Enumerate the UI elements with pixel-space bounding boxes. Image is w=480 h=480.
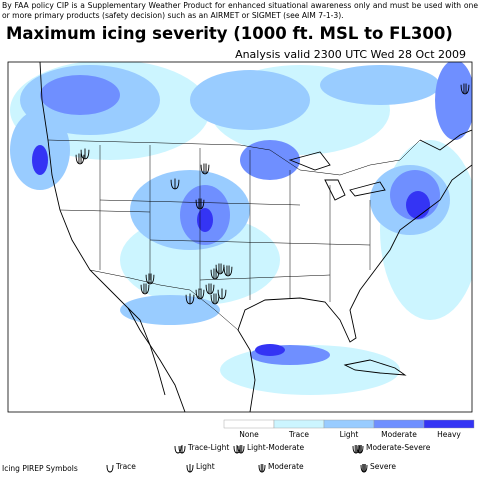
pirep-symbol xyxy=(174,445,182,454)
legend-label: Heavy xyxy=(437,430,461,439)
map-frame xyxy=(7,61,473,413)
map xyxy=(10,62,472,412)
pirep-symbol xyxy=(233,445,241,454)
border xyxy=(47,139,421,176)
legend-swatch xyxy=(273,419,325,429)
great-lakes xyxy=(288,151,386,201)
pirep-symbol xyxy=(185,293,195,305)
pirep-glyph xyxy=(200,164,210,175)
pirep-glyph xyxy=(215,264,225,275)
coastline xyxy=(419,129,472,151)
icing-area xyxy=(435,62,472,140)
pirep-glyph xyxy=(210,269,220,280)
coastline xyxy=(237,164,472,412)
map-title: Maximum icing severity (1000 ft. MSL to … xyxy=(6,24,453,43)
disclaimer: By FAA policy CIP is a Supplementary Wea… xyxy=(2,1,478,20)
legend-label: None xyxy=(239,430,259,439)
pirep-legend-title: Icing PIREP Symbols xyxy=(2,464,78,473)
icing-area xyxy=(120,295,220,325)
pirep-glyph xyxy=(205,284,215,295)
pirep-symbol xyxy=(178,445,186,454)
pirep-glyph xyxy=(223,266,233,277)
pirep-symbol xyxy=(205,283,215,295)
pirep-glyph xyxy=(195,289,205,300)
pirep-glyph xyxy=(174,445,182,454)
icing-area xyxy=(32,145,48,175)
pirep-symbol xyxy=(223,265,233,277)
pirep-glyph xyxy=(140,284,150,295)
legend-label: Moderate xyxy=(381,430,417,439)
pirep-legend-label: Severe xyxy=(370,462,396,471)
pirep-symbol xyxy=(106,464,114,473)
icing-areas xyxy=(10,62,472,395)
pirep-legend-label: Trace xyxy=(115,462,136,471)
legend-label: Trace xyxy=(288,430,309,439)
icing-area xyxy=(190,70,310,130)
icing-area xyxy=(240,140,300,180)
pirep-symbol xyxy=(215,263,225,275)
coastline xyxy=(343,359,407,376)
pirep-legend-label: Light-Moderate xyxy=(247,443,304,452)
pirep-symbol xyxy=(195,198,205,210)
pirep-legend-label: Light xyxy=(196,462,215,471)
pirep-symbol xyxy=(360,464,368,473)
pirep-symbol xyxy=(460,83,470,95)
pirep-glyph xyxy=(75,154,85,165)
legend: None Trace Light Moderate Heavy xyxy=(223,419,475,439)
pirep-glyph xyxy=(106,464,114,473)
pirep-symbol xyxy=(356,445,364,454)
pirep-symbol xyxy=(75,153,85,165)
pirep-glyph xyxy=(237,445,245,454)
pirep-symbol xyxy=(145,273,155,285)
pirep-symbol xyxy=(210,293,220,305)
legend-swatch xyxy=(223,419,275,429)
pirep-symbol xyxy=(217,288,227,300)
border xyxy=(89,269,239,331)
state-line xyxy=(59,145,371,302)
pirep-glyph xyxy=(460,84,470,95)
pirep-glyph xyxy=(145,274,155,285)
pirep-symbol xyxy=(237,445,245,454)
pirep-glyph xyxy=(258,464,266,473)
pirep-symbol xyxy=(80,148,90,160)
pirep-symbol xyxy=(210,268,220,280)
pirep-legend-label: Moderate xyxy=(268,462,304,471)
pirep-legend: Icing PIREP Symbols Trace Trace-Light Light… xyxy=(2,443,431,473)
icing-area xyxy=(255,344,285,356)
pirep-symbol xyxy=(258,464,266,473)
legend-swatch xyxy=(323,419,375,429)
pirep-legend-label: Moderate-Severe xyxy=(366,443,431,452)
icing-area xyxy=(197,208,213,232)
map-pireps xyxy=(75,83,470,305)
icing-area xyxy=(406,191,430,219)
icing-area xyxy=(40,75,120,115)
icing-area xyxy=(320,65,440,105)
pirep-symbol xyxy=(195,288,205,300)
pirep-symbol xyxy=(200,163,210,175)
legend-swatch xyxy=(373,419,425,429)
pirep-symbol xyxy=(170,178,180,190)
pirep-symbol xyxy=(186,464,194,473)
map-subtitle: Analysis valid 2300 UTC Wed 28 Oct 2009 xyxy=(235,48,466,61)
legend-swatch xyxy=(423,419,475,429)
pirep-glyph xyxy=(195,199,205,210)
pirep-glyph xyxy=(210,294,220,305)
coastline xyxy=(127,307,166,396)
pirep-symbol xyxy=(140,283,150,295)
legend-label: Light xyxy=(340,430,359,439)
pirep-legend-label: Trace-Light xyxy=(187,443,229,452)
